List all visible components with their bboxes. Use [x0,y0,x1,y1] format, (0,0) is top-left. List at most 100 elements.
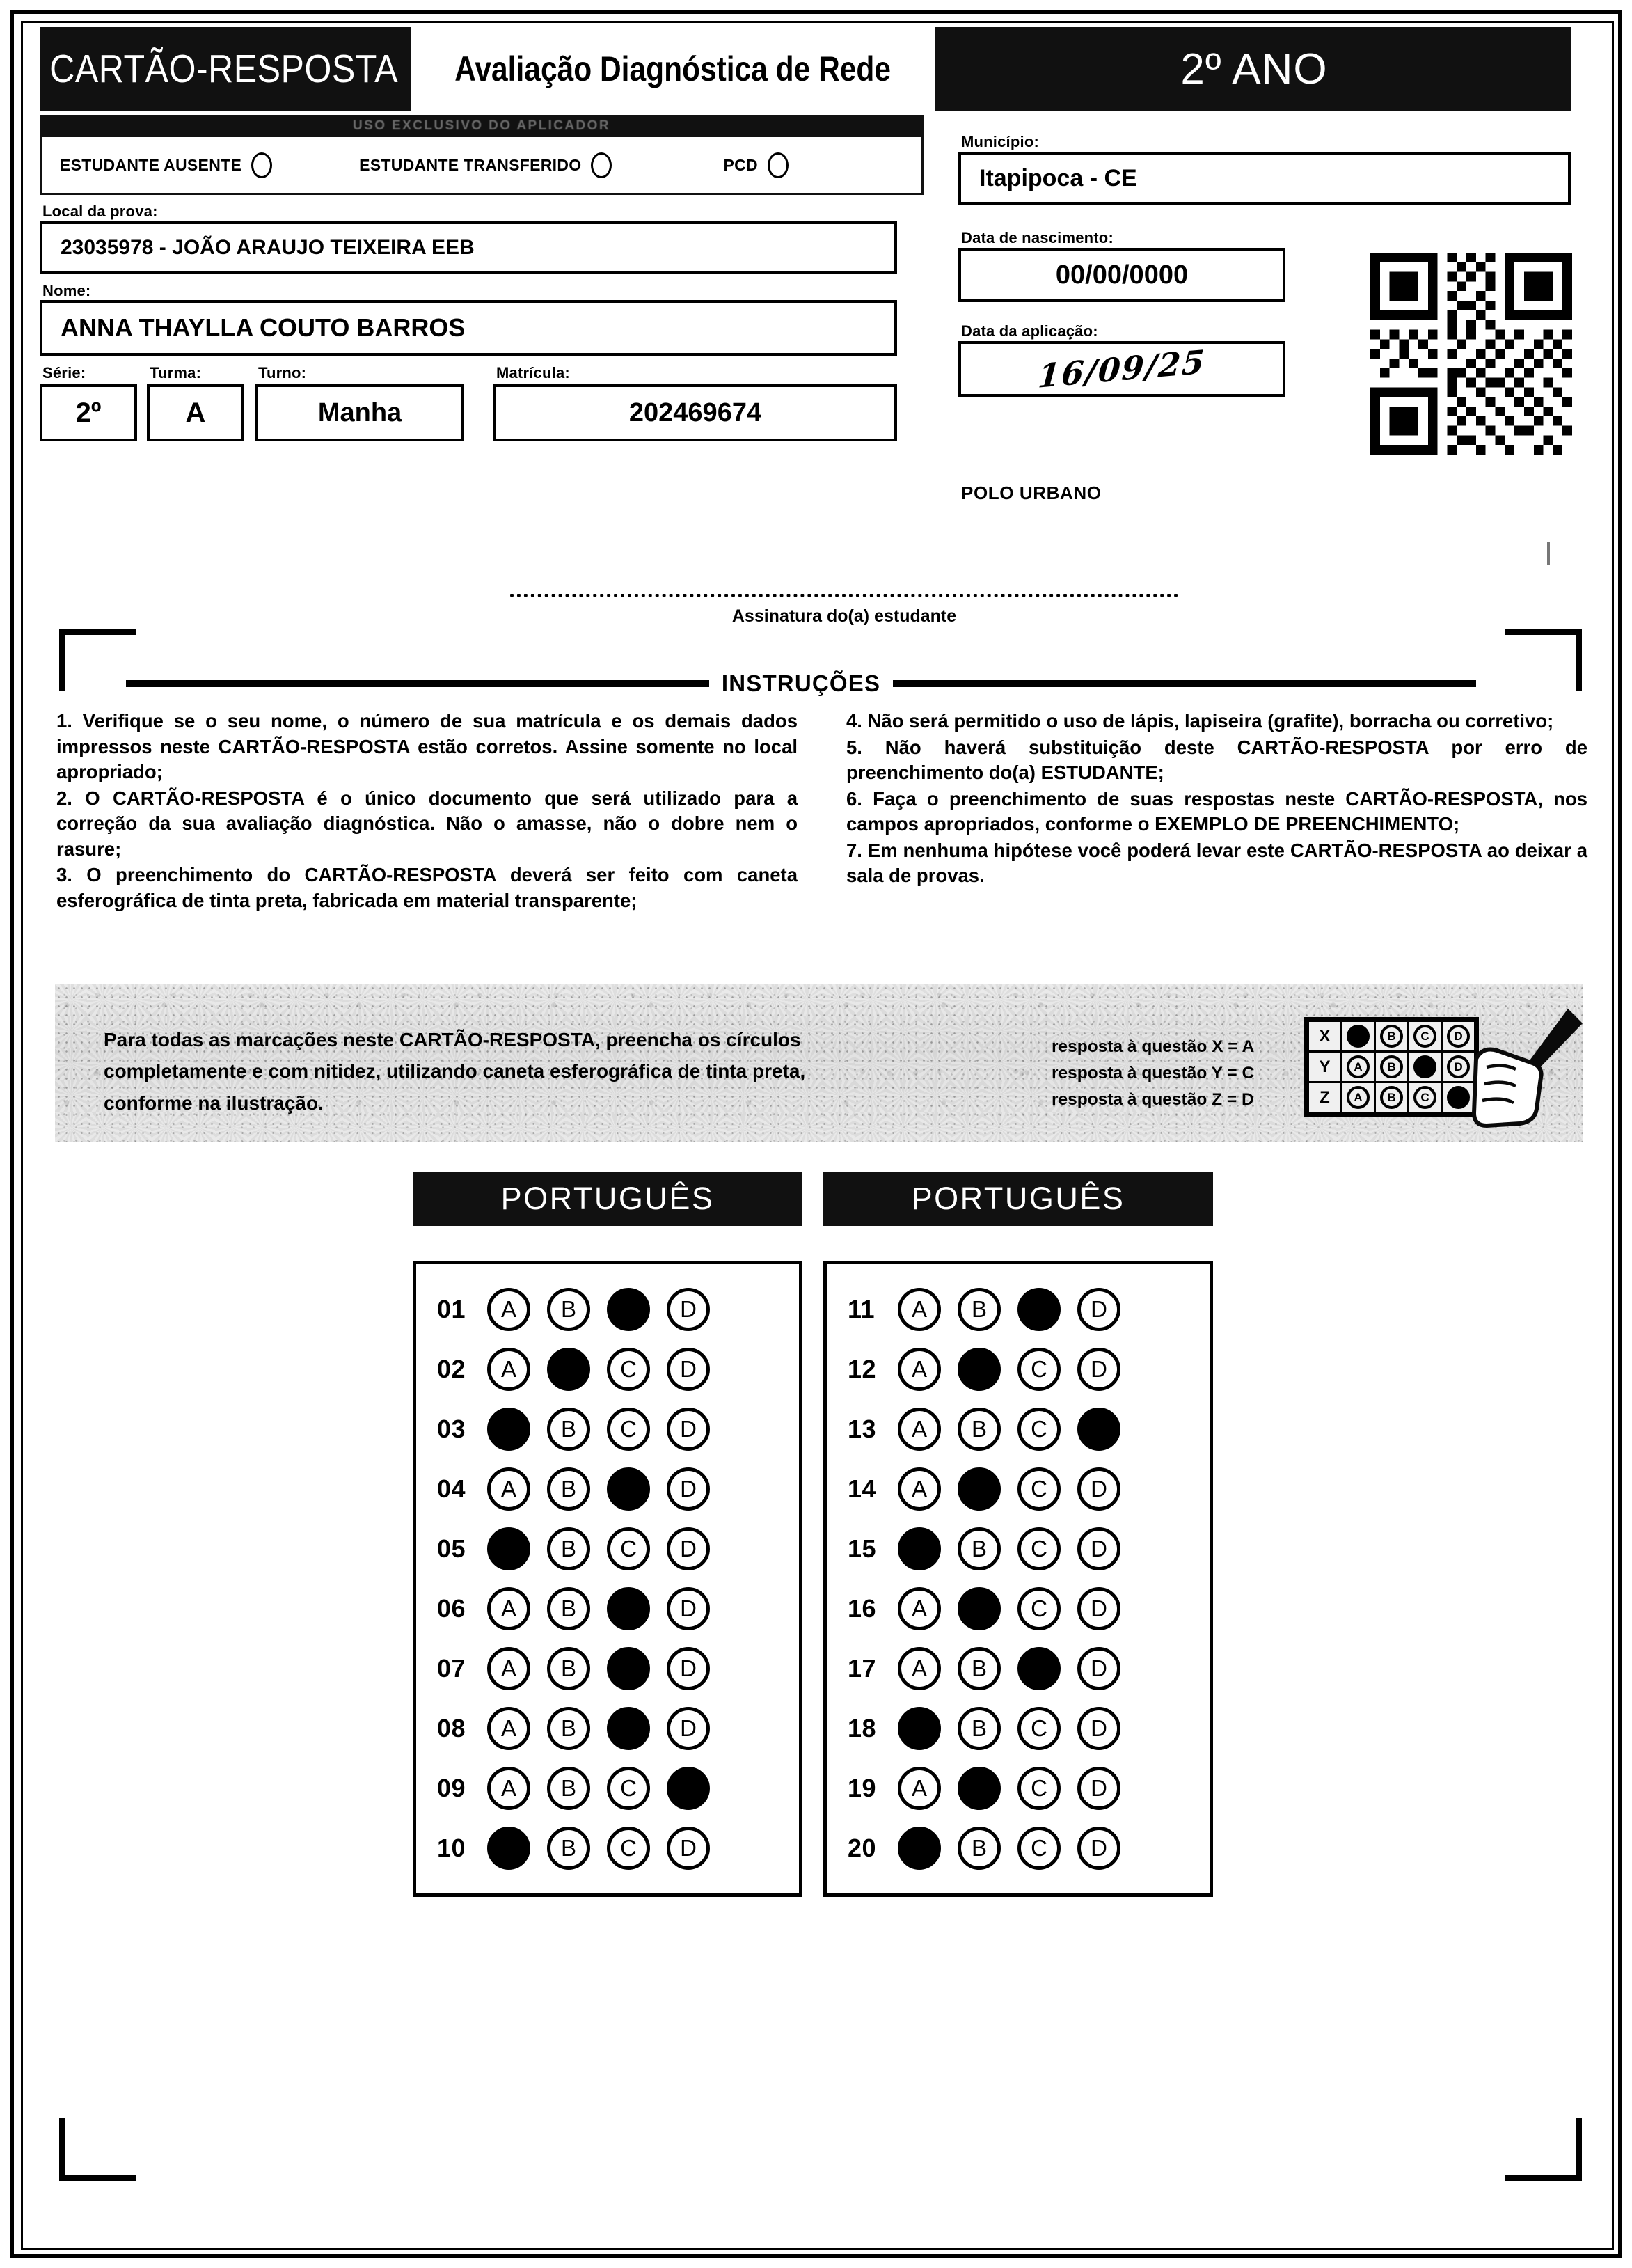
bubble-b[interactable]: B [547,1348,590,1391]
bubble-icon[interactable] [767,152,789,178]
bubble-b[interactable]: B [547,1827,590,1870]
bubble-a[interactable]: A [487,1827,530,1870]
bubble-c[interactable]: C [607,1348,650,1391]
bubble-b[interactable]: B [547,1707,590,1750]
signature-line[interactable] [510,594,1178,597]
bubble-c[interactable]: C [607,1767,650,1810]
bubble-d[interactable]: D [667,1288,710,1331]
example-row-x: X A B C D [1307,1020,1476,1053]
data-aplicacao-field[interactable]: 16/09/25 [958,341,1285,397]
bubble-a[interactable]: A [898,1827,941,1870]
bubble-a[interactable]: A [487,1707,530,1750]
bubble-b[interactable]: B [958,1707,1001,1750]
bubble-b[interactable]: B [547,1288,590,1331]
bubble-b[interactable]: B [958,1827,1001,1870]
bubble-d[interactable]: D [1077,1348,1120,1391]
bubble-c[interactable]: C [607,1587,650,1630]
bubble-b[interactable]: B [547,1767,590,1810]
municipio-field[interactable]: Itapipoca - CE [958,152,1571,205]
bubble-d[interactable]: D [1077,1767,1120,1810]
bubble-d[interactable]: D [1077,1288,1120,1331]
bubble-d[interactable]: D [667,1587,710,1630]
bubble-d[interactable]: D [1077,1707,1120,1750]
local-da-prova-field[interactable]: 23035978 - JOÃO ARAUJO TEIXEIRA EEB [40,221,897,274]
bubble-a[interactable]: A [898,1767,941,1810]
bubble-c[interactable]: C [1017,1767,1061,1810]
option-pcd[interactable]: PCD [723,152,789,178]
bubble-c[interactable]: C [1017,1348,1061,1391]
question-number: 18 [848,1714,877,1742]
serie-field[interactable]: 2º [40,384,137,441]
bubble-b[interactable]: B [958,1288,1001,1331]
bubble-c[interactable]: C [1017,1827,1061,1870]
bubble-a[interactable]: A [487,1527,530,1570]
bubble-d[interactable]: D [667,1408,710,1451]
bubble-b[interactable]: B [958,1587,1001,1630]
bubble-a[interactable]: A [898,1647,941,1690]
nome-field[interactable]: ANNA THAYLLA COUTO BARROS [40,300,897,356]
bubble-c[interactable]: C [1017,1467,1061,1511]
bubble-d[interactable]: D [667,1348,710,1391]
bubble-icon[interactable] [251,152,273,178]
bubble-a[interactable]: A [487,1408,530,1451]
bubble-a[interactable]: A [487,1288,530,1331]
bubble-c[interactable]: C [1017,1527,1061,1570]
bubble-a[interactable]: A [898,1587,941,1630]
bubble-a[interactable]: A [898,1707,941,1750]
turma-field[interactable]: A [147,384,244,441]
bubble-b[interactable]: B [958,1348,1001,1391]
corner-marker-top-left [59,629,136,691]
bubble-d[interactable]: D [667,1767,710,1810]
bubble-b[interactable]: B [958,1467,1001,1511]
bubble-b[interactable]: B [547,1647,590,1690]
bubble-a[interactable]: A [487,1647,530,1690]
bubble-b[interactable]: B [547,1527,590,1570]
bubble-d[interactable]: D [1077,1408,1120,1451]
bubble-b[interactable]: B [958,1527,1001,1570]
bubble-c[interactable]: C [1017,1408,1061,1451]
bubble-c[interactable]: C [607,1527,650,1570]
bubble-d[interactable]: D [1077,1587,1120,1630]
bubble-c[interactable]: C [607,1827,650,1870]
bubble-d[interactable]: D [667,1707,710,1750]
bubble-c[interactable]: C [607,1647,650,1690]
bubble-c[interactable]: C [1017,1288,1061,1331]
divider-left [126,680,709,687]
bubble-a[interactable]: A [898,1408,941,1451]
bubble-d[interactable]: D [667,1647,710,1690]
bubble-a[interactable]: A [898,1527,941,1570]
bubble-b[interactable]: B [958,1767,1001,1810]
bubble-c[interactable]: C [607,1408,650,1451]
bubble-c[interactable]: C [607,1288,650,1331]
bubble-c[interactable]: C [1017,1587,1061,1630]
bubble-b[interactable]: B [547,1408,590,1451]
bubble-b[interactable]: B [958,1408,1001,1451]
bubble-icon[interactable] [591,152,612,178]
bubble-a[interactable]: A [487,1587,530,1630]
bubble-d[interactable]: D [1077,1647,1120,1690]
bubble-d[interactable]: D [1077,1527,1120,1570]
option-estudante-ausente[interactable]: ESTUDANTE AUSENTE [60,152,273,178]
bubble-d[interactable]: D [667,1467,710,1511]
bubble-b[interactable]: B [958,1647,1001,1690]
bubble-c[interactable]: C [1017,1707,1061,1750]
bubble-b[interactable]: B [547,1467,590,1511]
turno-field[interactable]: Manha [255,384,464,441]
data-nascimento-field[interactable]: 00/00/0000 [958,248,1285,302]
bubble-c[interactable]: C [607,1707,650,1750]
bubble-d[interactable]: D [1077,1827,1120,1870]
bubble-b[interactable]: B [547,1587,590,1630]
matricula-field[interactable]: 202469674 [493,384,897,441]
bubble-a[interactable]: A [487,1348,530,1391]
bubble-a[interactable]: A [487,1767,530,1810]
option-estudante-transferido[interactable]: ESTUDANTE TRANSFERIDO [359,152,612,178]
bubble-a[interactable]: A [898,1348,941,1391]
bubble-c[interactable]: C [1017,1647,1061,1690]
bubble-d[interactable]: D [667,1827,710,1870]
bubble-a[interactable]: A [898,1288,941,1331]
bubble-d[interactable]: D [667,1527,710,1570]
bubble-a[interactable]: A [898,1467,941,1511]
bubble-c[interactable]: C [607,1467,650,1511]
bubble-a[interactable]: A [487,1467,530,1511]
bubble-d[interactable]: D [1077,1467,1120,1511]
